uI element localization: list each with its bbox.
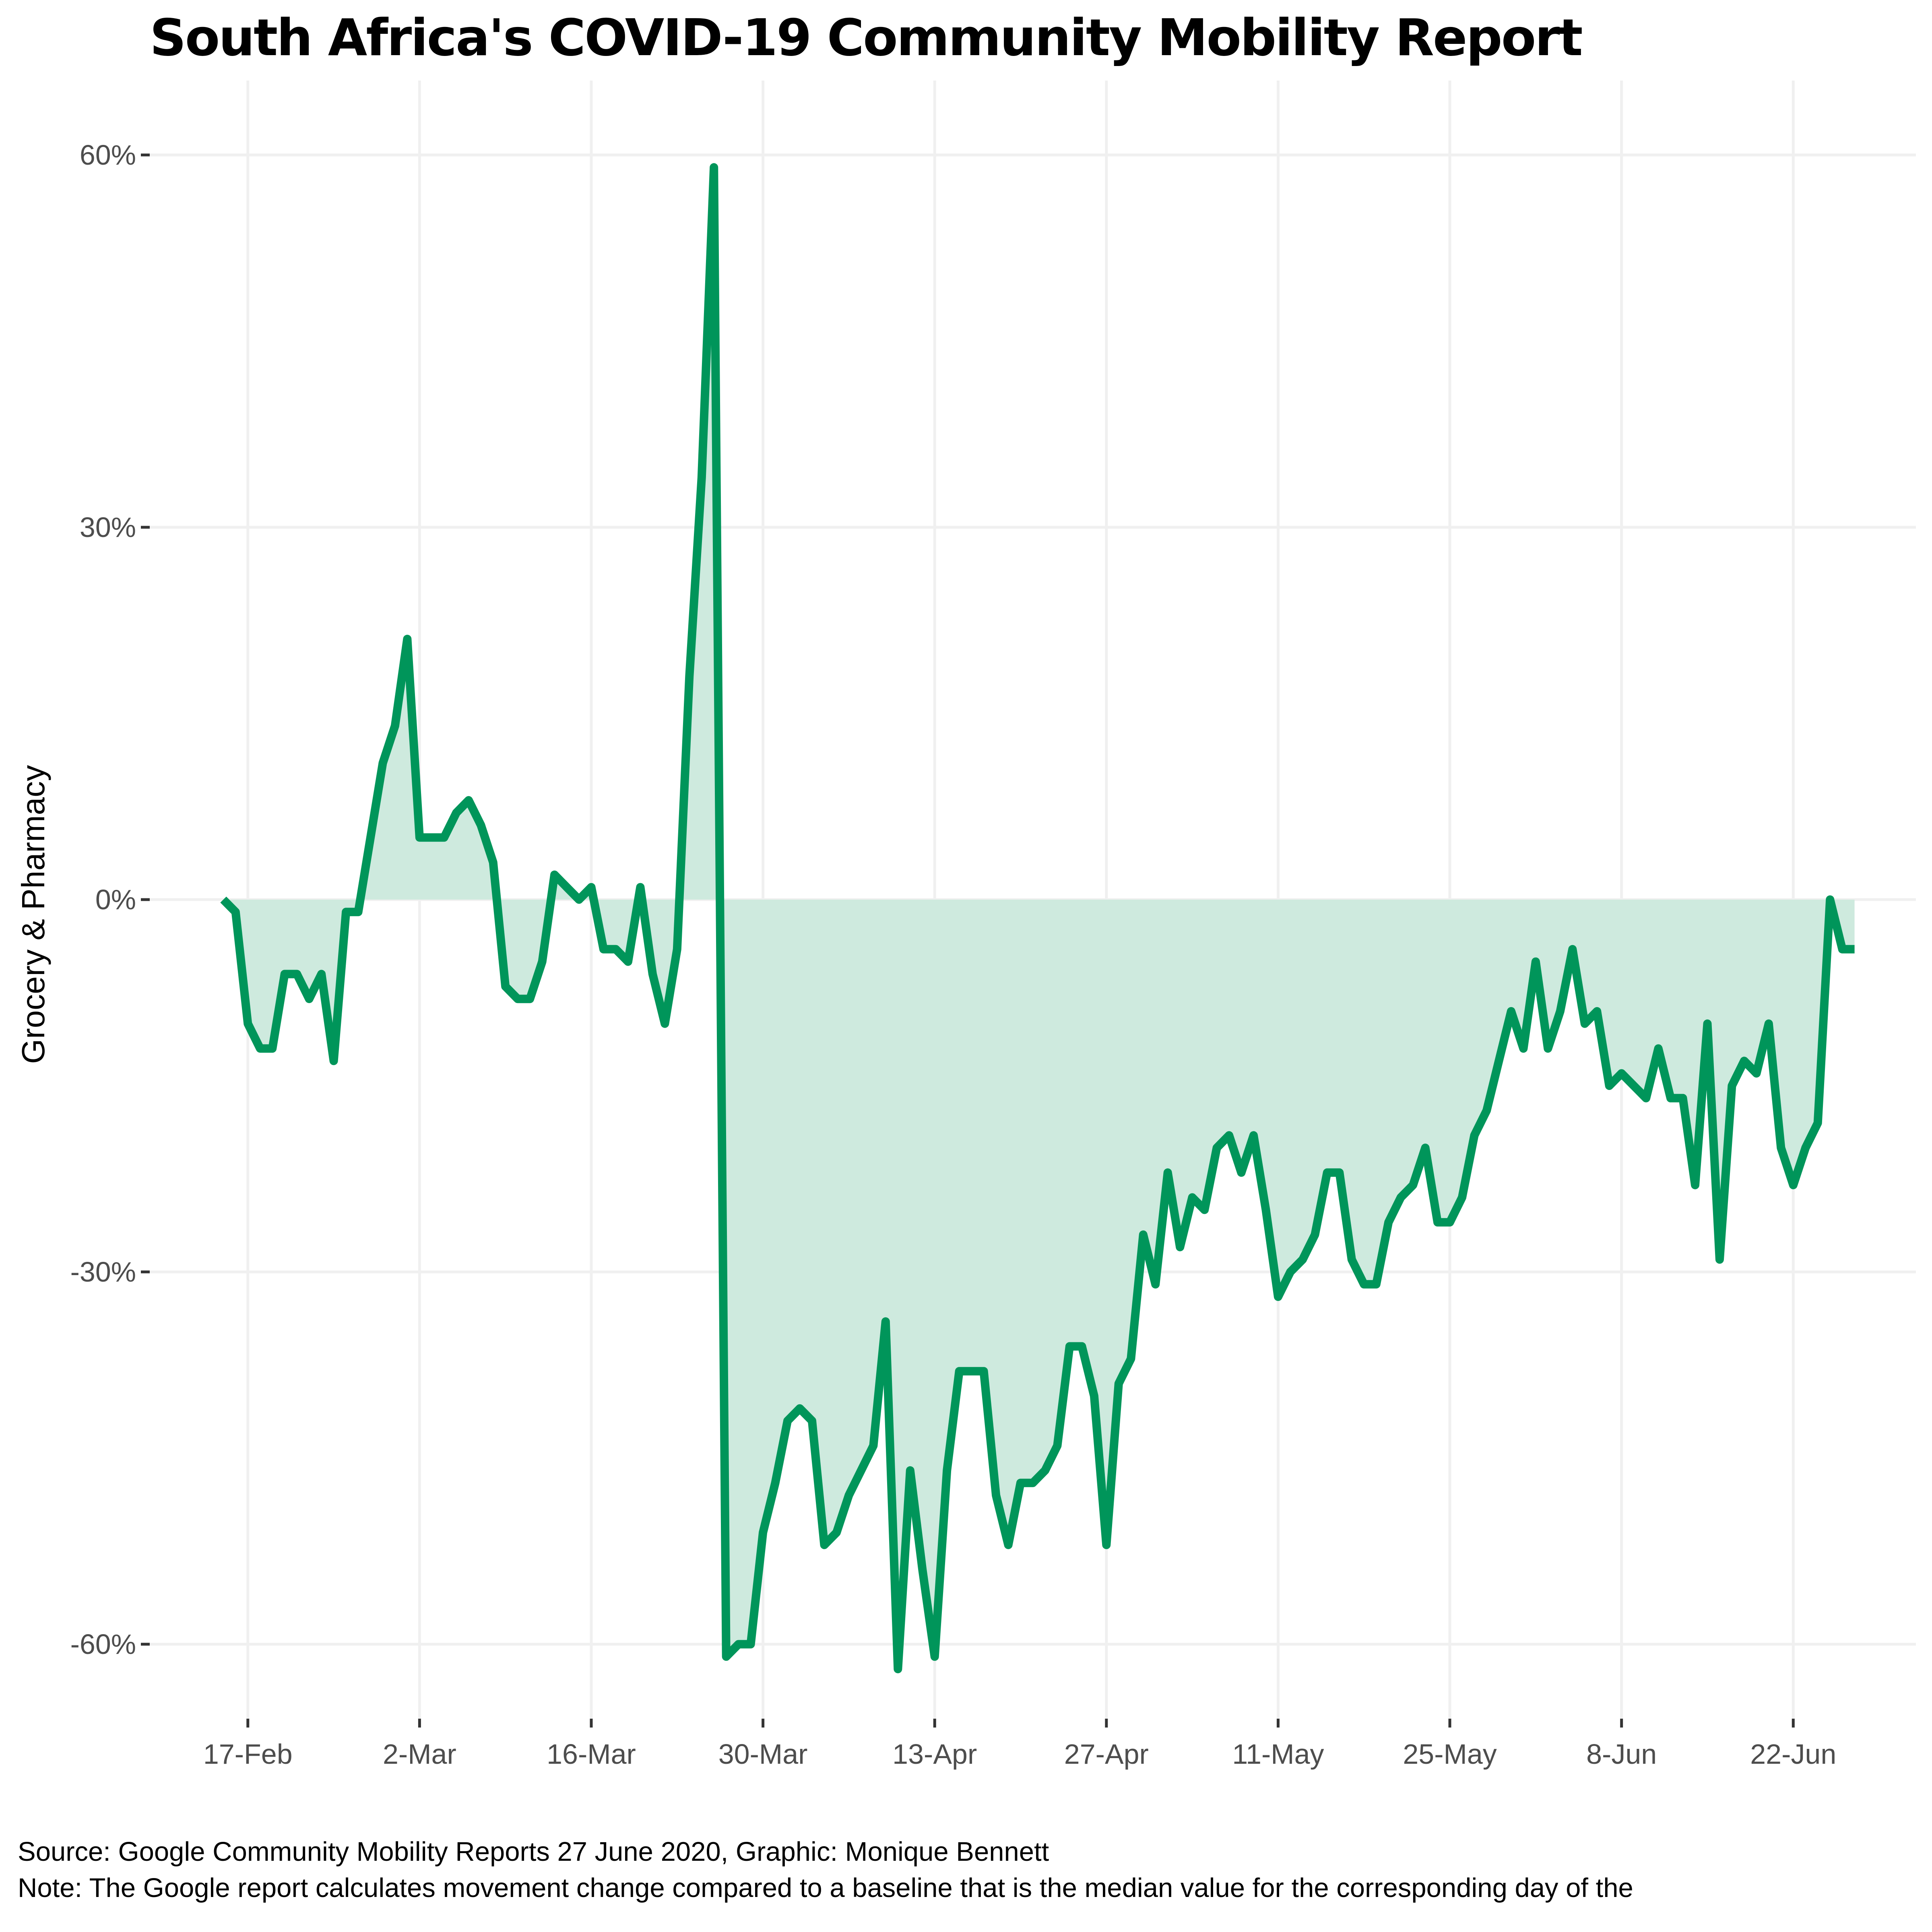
chart-title: South Africa's COVID-19 Community Mobili… [150, 8, 1583, 67]
x-tick-label: 17-Feb [203, 1738, 293, 1770]
y-tick-label: 0% [95, 884, 136, 915]
x-tick-label: 13-Apr [892, 1738, 977, 1770]
x-tick-label: 25-May [1403, 1738, 1496, 1770]
axes: 60% 30% 0% -30% -60% 17-Feb 2-Mar 16-Mar 30-Mar 1… [70, 139, 1837, 1770]
x-tick-label: 8-Jun [1586, 1738, 1657, 1770]
grocery-pharmacy-area [223, 167, 1855, 1669]
x-tick-label: 30-Mar [718, 1738, 808, 1770]
x-tick-label: 2-Mar [383, 1738, 456, 1770]
y-tick-label: -30% [70, 1256, 136, 1288]
y-tick-label: 60% [80, 139, 136, 171]
y-tick-label: -60% [70, 1629, 136, 1660]
x-tick-label: 22-Jun [1750, 1738, 1836, 1770]
x-tick-label: 16-Mar [547, 1738, 636, 1770]
source-text: Source: Google Community Mobility Report… [18, 1837, 1049, 1867]
x-tick-label: 27-Apr [1064, 1738, 1149, 1770]
x-tick-label: 11-May [1232, 1738, 1324, 1770]
y-axis-title: Grocery & Pharmacy [15, 765, 51, 1064]
note-text: Note: The Google report calculates movem… [18, 1873, 1633, 1903]
grocery-pharmacy-line [220, 163, 1855, 1674]
y-tick-label: 30% [80, 512, 136, 543]
caption: Source: Google Community Mobility Report… [18, 1834, 1926, 1906]
